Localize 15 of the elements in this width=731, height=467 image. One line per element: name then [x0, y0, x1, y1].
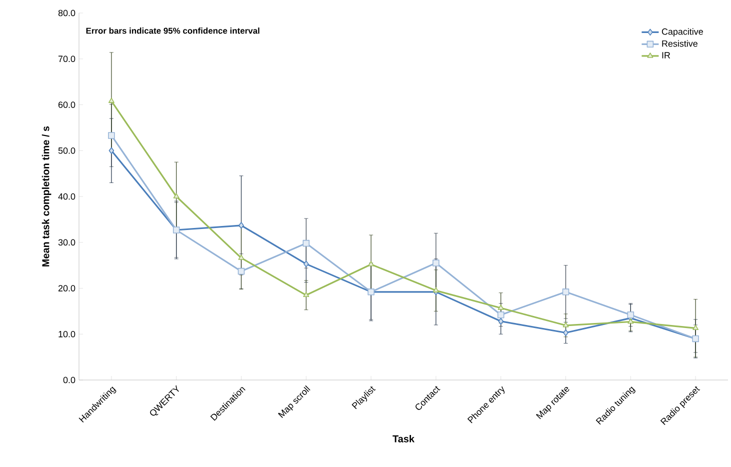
legend-label: IR [662, 52, 670, 58]
y-tick-label: 80.0 [58, 10, 76, 16]
y-tick-label: 0.0 [63, 376, 76, 384]
y-tick-label: 10.0 [58, 330, 76, 338]
legend-label: Capacitive [662, 28, 703, 37]
legend-label: Resistive [662, 40, 698, 47]
y-tick-label: 50.0 [58, 147, 76, 154]
y-tick-label: 70.0 [58, 56, 76, 62]
y-axis-title: Mean task completion time / s [42, 126, 52, 266]
y-tick-label: 30.0 [58, 239, 76, 246]
y-tick-label: 60.0 [58, 102, 76, 108]
annotation: Error bars indicate 95% confidence interval [86, 28, 260, 34]
y-tick-label: 20.0 [58, 285, 76, 292]
y-tick-label: 40.0 [58, 193, 76, 200]
x-axis-title: Task [392, 435, 414, 442]
